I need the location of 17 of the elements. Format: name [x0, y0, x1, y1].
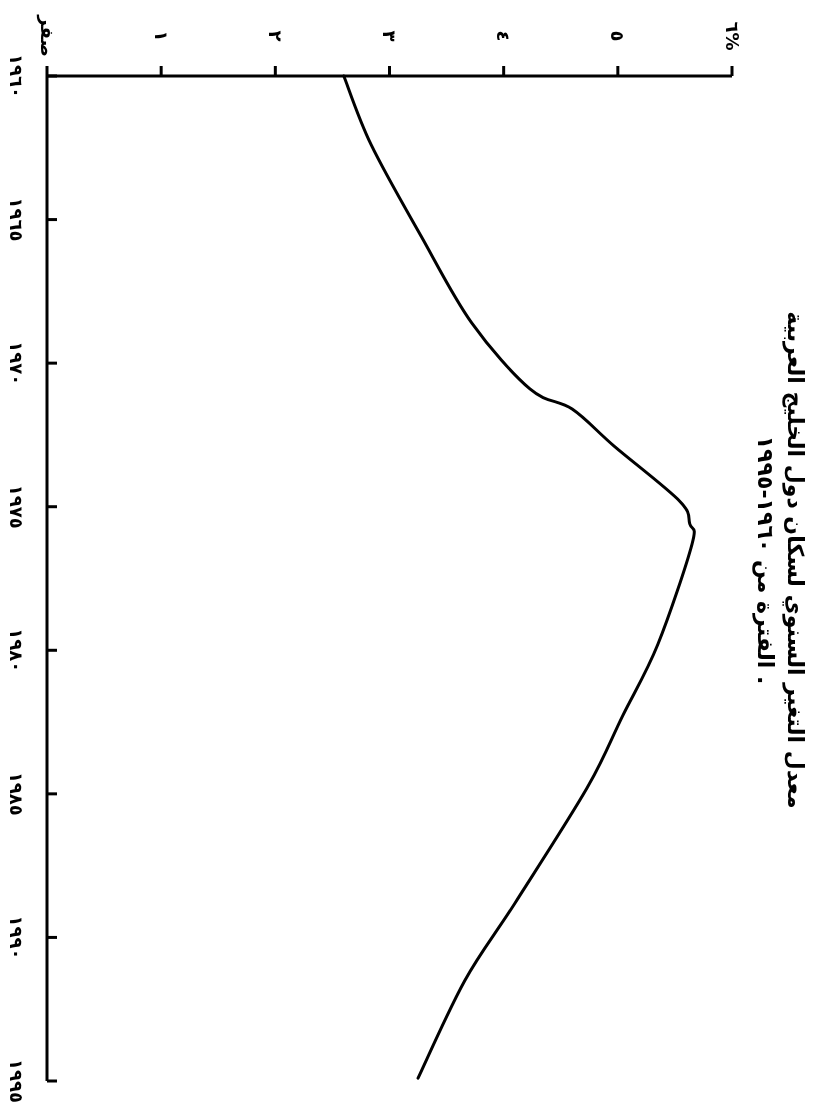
y-tick-label: ١٩٦٠ [5, 54, 27, 98]
y-tick-label: ١٩٩٠ [5, 915, 27, 960]
y-tick-label: ١٩٨٥ [5, 771, 27, 816]
x-tick-label: ٣ [379, 30, 400, 42]
y-tick-label: ١٩٧٠ [5, 341, 27, 386]
x-tick-label: ٤ [493, 30, 515, 42]
x-tick-label: صفر [35, 14, 58, 57]
x-tick-label: ١ [150, 30, 172, 42]
text: الفترة من ١٩٦٠-١٩٩٥ . [751, 435, 778, 685]
y-tick-label: ١٩٧٥ [5, 484, 27, 529]
x-tick-label: ٢ [264, 30, 286, 42]
x-tick-label: ٥ [607, 30, 629, 42]
text: معدل التغير السنوي لسكان دول الخليج العربية [781, 311, 808, 809]
x-tick-label: ٦% [721, 21, 743, 51]
y-tick-label: ١٩٩٥ [5, 1059, 27, 1103]
y-tick-label: ١٩٦٥ [5, 197, 27, 242]
y-tick-label: ١٩٨٠ [5, 628, 27, 673]
